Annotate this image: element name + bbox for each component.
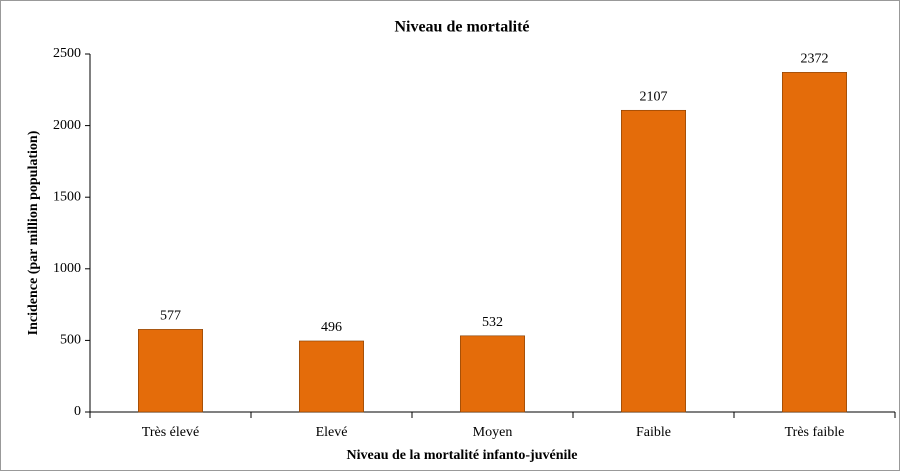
bar bbox=[138, 329, 204, 413]
bar bbox=[298, 340, 364, 413]
y-tick-label: 1000 bbox=[53, 261, 81, 276]
y-tick-label: 2500 bbox=[53, 46, 81, 61]
y-tick-label: 1500 bbox=[53, 189, 81, 204]
data-label: 2372 bbox=[801, 52, 829, 67]
x-tick-label: Faible bbox=[636, 425, 671, 440]
chart-title: Niveau de mortalité bbox=[394, 19, 529, 36]
y-tick-label: 500 bbox=[60, 333, 81, 348]
data-label: 577 bbox=[160, 309, 181, 324]
data-label: 532 bbox=[482, 315, 503, 330]
x-axis-label: Niveau de la mortalité infanto-juvénile bbox=[347, 448, 578, 463]
bar bbox=[459, 335, 525, 413]
x-tick-label: Très élevé bbox=[142, 425, 199, 440]
y-axis-label: Incidence (par million population) bbox=[26, 130, 41, 335]
bar bbox=[620, 109, 686, 413]
data-label: 496 bbox=[321, 320, 342, 335]
x-tick-label: Elevé bbox=[316, 425, 348, 440]
data-label: 2107 bbox=[640, 89, 668, 104]
y-tick-label: 0 bbox=[74, 404, 81, 419]
x-tick-label: Très faible bbox=[785, 425, 845, 440]
bar bbox=[781, 72, 847, 413]
y-tick-label: 2000 bbox=[53, 118, 81, 133]
x-tick-label: Moyen bbox=[473, 425, 513, 440]
